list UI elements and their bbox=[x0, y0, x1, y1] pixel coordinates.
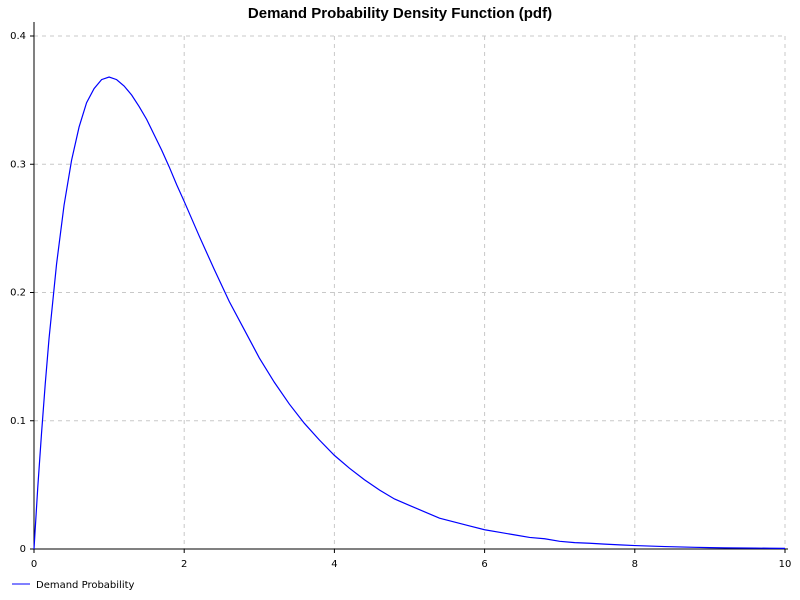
y-tick-label-1: 0.1 bbox=[10, 416, 26, 427]
chart-title: Demand Probability Density Function (pdf… bbox=[248, 5, 552, 22]
x-tick-label-2: 4 bbox=[331, 559, 337, 570]
y-tick-label-0: 0 bbox=[20, 544, 26, 555]
x-tick-label-4: 8 bbox=[632, 559, 638, 570]
axis-ticks: 0 2 4 6 8 10 0 0.1 0.2 0.3 0.4 bbox=[10, 31, 791, 570]
grid-lines bbox=[34, 35, 786, 549]
x-tick-label-0: 0 bbox=[31, 559, 37, 570]
legend: Demand Probability bbox=[12, 580, 135, 591]
axes bbox=[33, 22, 788, 550]
y-tick-label-3: 0.3 bbox=[10, 159, 26, 170]
x-tick-label-3: 6 bbox=[481, 559, 487, 570]
y-tick-label-4: 0.4 bbox=[10, 31, 26, 42]
x-tick-label-5: 10 bbox=[779, 559, 792, 570]
series-line-0 bbox=[33, 76, 786, 550]
y-tick-label-2: 0.2 bbox=[10, 288, 26, 299]
series-layer bbox=[33, 76, 786, 550]
x-tick-label-1: 2 bbox=[181, 559, 187, 570]
legend-label-demand-probability: Demand Probability bbox=[36, 580, 135, 591]
